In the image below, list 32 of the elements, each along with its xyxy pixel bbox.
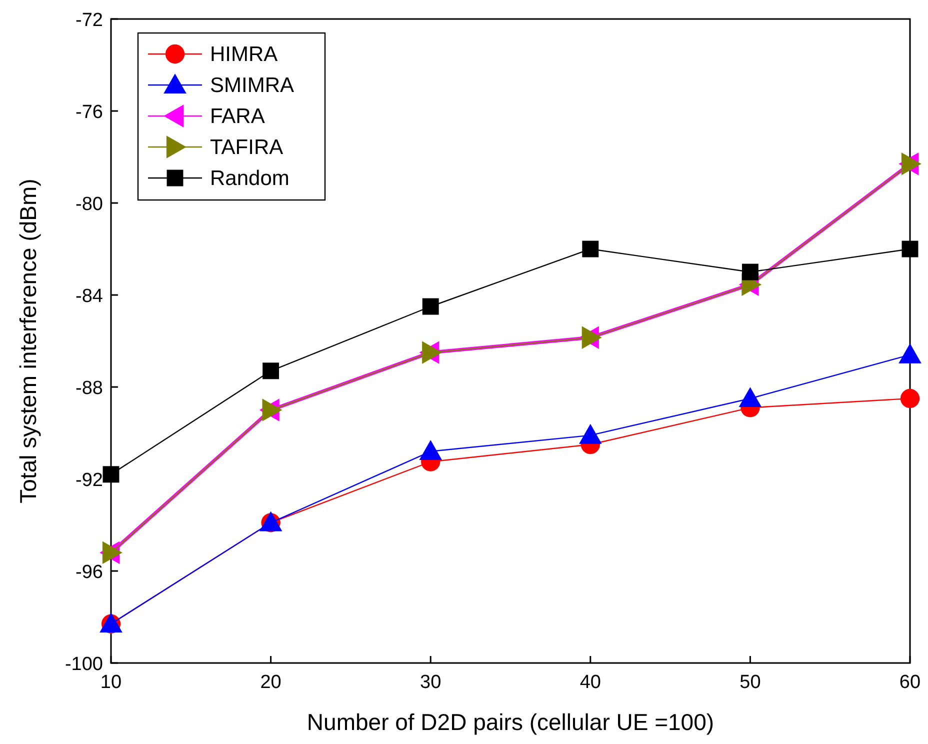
point xyxy=(898,343,922,364)
x-tick-label: 20 xyxy=(260,672,282,693)
point xyxy=(742,264,758,280)
y-tick-label: -84 xyxy=(76,286,104,307)
x-axis-title: Number of D2D pairs (cellular UE =100) xyxy=(306,709,714,735)
point xyxy=(902,240,918,258)
legend-label: Random xyxy=(210,167,290,190)
point xyxy=(579,424,602,444)
legend-label: HIMRA xyxy=(210,43,278,66)
point xyxy=(422,298,439,315)
legend-label: FARA xyxy=(210,105,265,128)
y-tick-label: -72 xyxy=(76,10,103,31)
point xyxy=(582,240,599,258)
x-tick-label: 30 xyxy=(420,672,442,693)
point xyxy=(738,387,762,408)
y-tick-label: -88 xyxy=(76,378,103,399)
y-tick-label: -92 xyxy=(76,470,103,491)
point xyxy=(262,362,280,380)
point xyxy=(900,388,920,408)
y-tick-label: -76 xyxy=(76,102,103,123)
y-tick-label: -100 xyxy=(64,654,103,675)
x-tick-label: 10 xyxy=(100,672,122,693)
x-tick-label: 40 xyxy=(580,672,601,693)
y-axis-title: Total system interference (dBm) xyxy=(15,178,41,504)
point xyxy=(102,466,120,483)
legend-label: SMIMRA xyxy=(210,74,294,97)
x-tick-label: 60 xyxy=(899,672,921,693)
point xyxy=(419,440,442,460)
x-tick-label: 50 xyxy=(740,672,761,693)
y-tick-label: -96 xyxy=(76,562,103,583)
y-tick-label: -80 xyxy=(76,194,103,215)
legend-label: TAFIRA xyxy=(210,136,284,159)
